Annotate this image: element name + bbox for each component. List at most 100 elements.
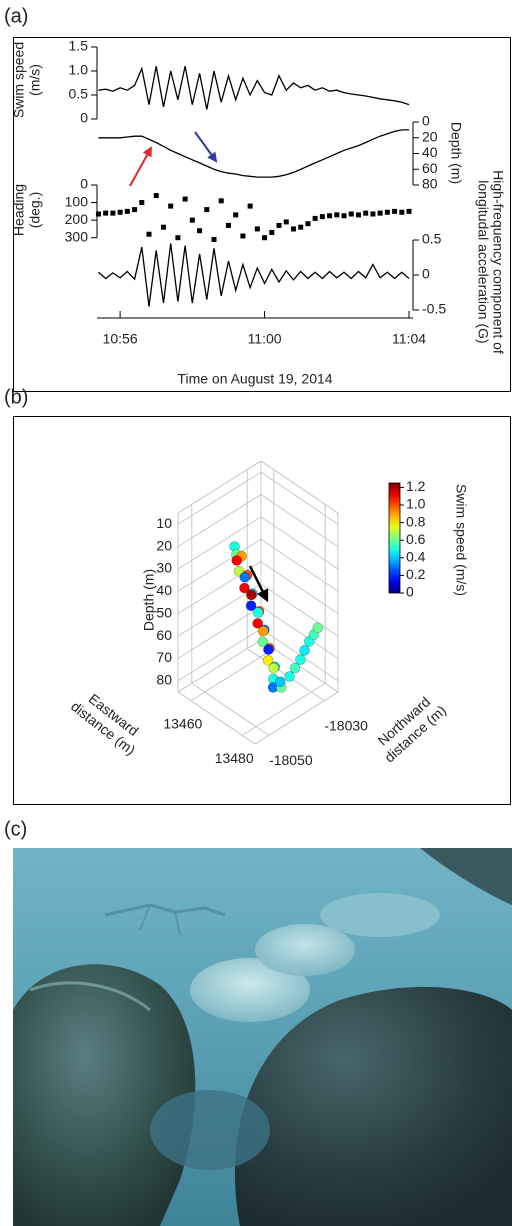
track-point bbox=[299, 645, 310, 656]
track-point bbox=[263, 644, 274, 655]
y-tick-label: 300 bbox=[65, 228, 89, 244]
y-axis-title: longitudal acceleration (G) bbox=[475, 180, 491, 343]
y-tick-label: 100 bbox=[65, 193, 89, 209]
rock bbox=[190, 958, 310, 1022]
panel-b: 10 20 30 40 50 60 70 80 13460 13480 -18050 -18030 De… bbox=[68, 460, 469, 768]
y-axis-title: (deg.) bbox=[27, 192, 43, 229]
grid-line bbox=[260, 538, 339, 592]
grid-line bbox=[260, 494, 339, 547]
heading-marker bbox=[370, 211, 376, 217]
rock bbox=[255, 924, 355, 976]
heading-marker bbox=[117, 209, 123, 215]
heading-marker bbox=[262, 235, 268, 241]
colorbar-tick-label: 0.4 bbox=[406, 549, 426, 565]
grid-line bbox=[177, 606, 262, 659]
x-tick-label: 11:00 bbox=[248, 331, 282, 347]
x-tick-label: 10:56 bbox=[103, 331, 138, 347]
x-tick-label: 11:04 bbox=[392, 331, 426, 347]
y-tick-label: 80 bbox=[422, 176, 438, 192]
heading-marker bbox=[341, 213, 347, 219]
track-point bbox=[252, 607, 264, 618]
heading-marker bbox=[189, 217, 195, 223]
heading-marker bbox=[95, 211, 101, 217]
track-point bbox=[231, 555, 243, 566]
track-point bbox=[257, 636, 269, 648]
colorbar-tick-label: 1.0 bbox=[406, 496, 426, 512]
box-edge bbox=[177, 639, 262, 693]
series-line bbox=[98, 129, 409, 178]
y-axis-title: Heading bbox=[11, 184, 27, 236]
z-tick-label: 20 bbox=[156, 537, 172, 553]
track-point bbox=[268, 662, 280, 674]
y-tick-label: 1.0 bbox=[69, 62, 89, 78]
rock-top bbox=[420, 848, 512, 905]
heading-marker bbox=[197, 228, 203, 234]
heading-marker bbox=[132, 207, 138, 213]
heading-marker bbox=[312, 215, 318, 221]
x-tick-label: 13480 bbox=[215, 750, 254, 766]
y-tick-label: -18050 bbox=[269, 752, 313, 768]
panel-label: (b) bbox=[4, 386, 28, 408]
z-tick-label: 10 bbox=[156, 515, 172, 531]
panel-label: (c) bbox=[4, 818, 27, 840]
y-tick-label: 40 bbox=[422, 144, 438, 160]
panel-label: (a) bbox=[4, 5, 28, 27]
heading-marker bbox=[233, 212, 239, 218]
y-tick-label: -0.5 bbox=[422, 301, 446, 317]
heading-marker bbox=[384, 209, 390, 215]
heading-marker bbox=[334, 212, 340, 218]
heading-marker bbox=[146, 231, 152, 237]
y-tick-label: 200 bbox=[65, 211, 89, 227]
heading-marker bbox=[211, 236, 217, 242]
y-axis-title: (m/s) bbox=[27, 64, 43, 96]
y-tick-label: 0 bbox=[422, 113, 430, 129]
z-tick-label: 40 bbox=[156, 582, 172, 598]
track-point bbox=[252, 618, 264, 629]
track-point bbox=[284, 671, 295, 682]
colorbar-tick-label: 1.2 bbox=[406, 478, 426, 494]
series-line bbox=[98, 66, 410, 110]
rock-right bbox=[234, 986, 512, 1226]
colorbar bbox=[388, 482, 401, 594]
heading-marker bbox=[110, 210, 116, 216]
shadow bbox=[150, 1090, 270, 1170]
track-point bbox=[289, 662, 301, 674]
panel-frame bbox=[13, 37, 511, 392]
track-point bbox=[312, 622, 324, 634]
heading-marker bbox=[305, 221, 311, 227]
z-tick-label: 60 bbox=[156, 627, 172, 643]
y-tick-label: 1.5 bbox=[69, 38, 89, 54]
y-tick-label: 0 bbox=[80, 176, 88, 192]
track-point bbox=[295, 654, 306, 665]
grid-line bbox=[191, 683, 270, 736]
track-point bbox=[245, 600, 257, 612]
heading-marker bbox=[103, 210, 109, 216]
y-tick-label: 0 bbox=[80, 110, 88, 126]
heading-marker bbox=[377, 210, 383, 216]
heading-marker bbox=[247, 203, 253, 209]
heading-marker bbox=[204, 207, 210, 213]
colorbar-tick-label: 0.6 bbox=[406, 531, 426, 547]
box-edge bbox=[260, 460, 339, 514]
panel-frame bbox=[13, 416, 511, 805]
y-tick-label: 20 bbox=[422, 128, 438, 144]
track-point bbox=[239, 582, 250, 594]
heading-marker bbox=[254, 226, 260, 232]
heading-marker bbox=[276, 222, 282, 228]
heading-marker bbox=[225, 222, 231, 228]
arrow bbox=[129, 146, 152, 187]
x-tick-label: 13460 bbox=[163, 715, 202, 731]
heading-marker bbox=[218, 198, 224, 204]
grid-line bbox=[177, 516, 262, 570]
heading-marker bbox=[160, 224, 166, 230]
rock bbox=[320, 893, 440, 937]
heading-marker bbox=[392, 208, 398, 214]
y-axis-title: High-frequency component of bbox=[490, 170, 506, 354]
rock-texture bbox=[29, 981, 151, 1012]
heading-marker bbox=[348, 211, 354, 217]
rock-left bbox=[13, 964, 196, 1226]
heading-marker bbox=[327, 213, 333, 219]
